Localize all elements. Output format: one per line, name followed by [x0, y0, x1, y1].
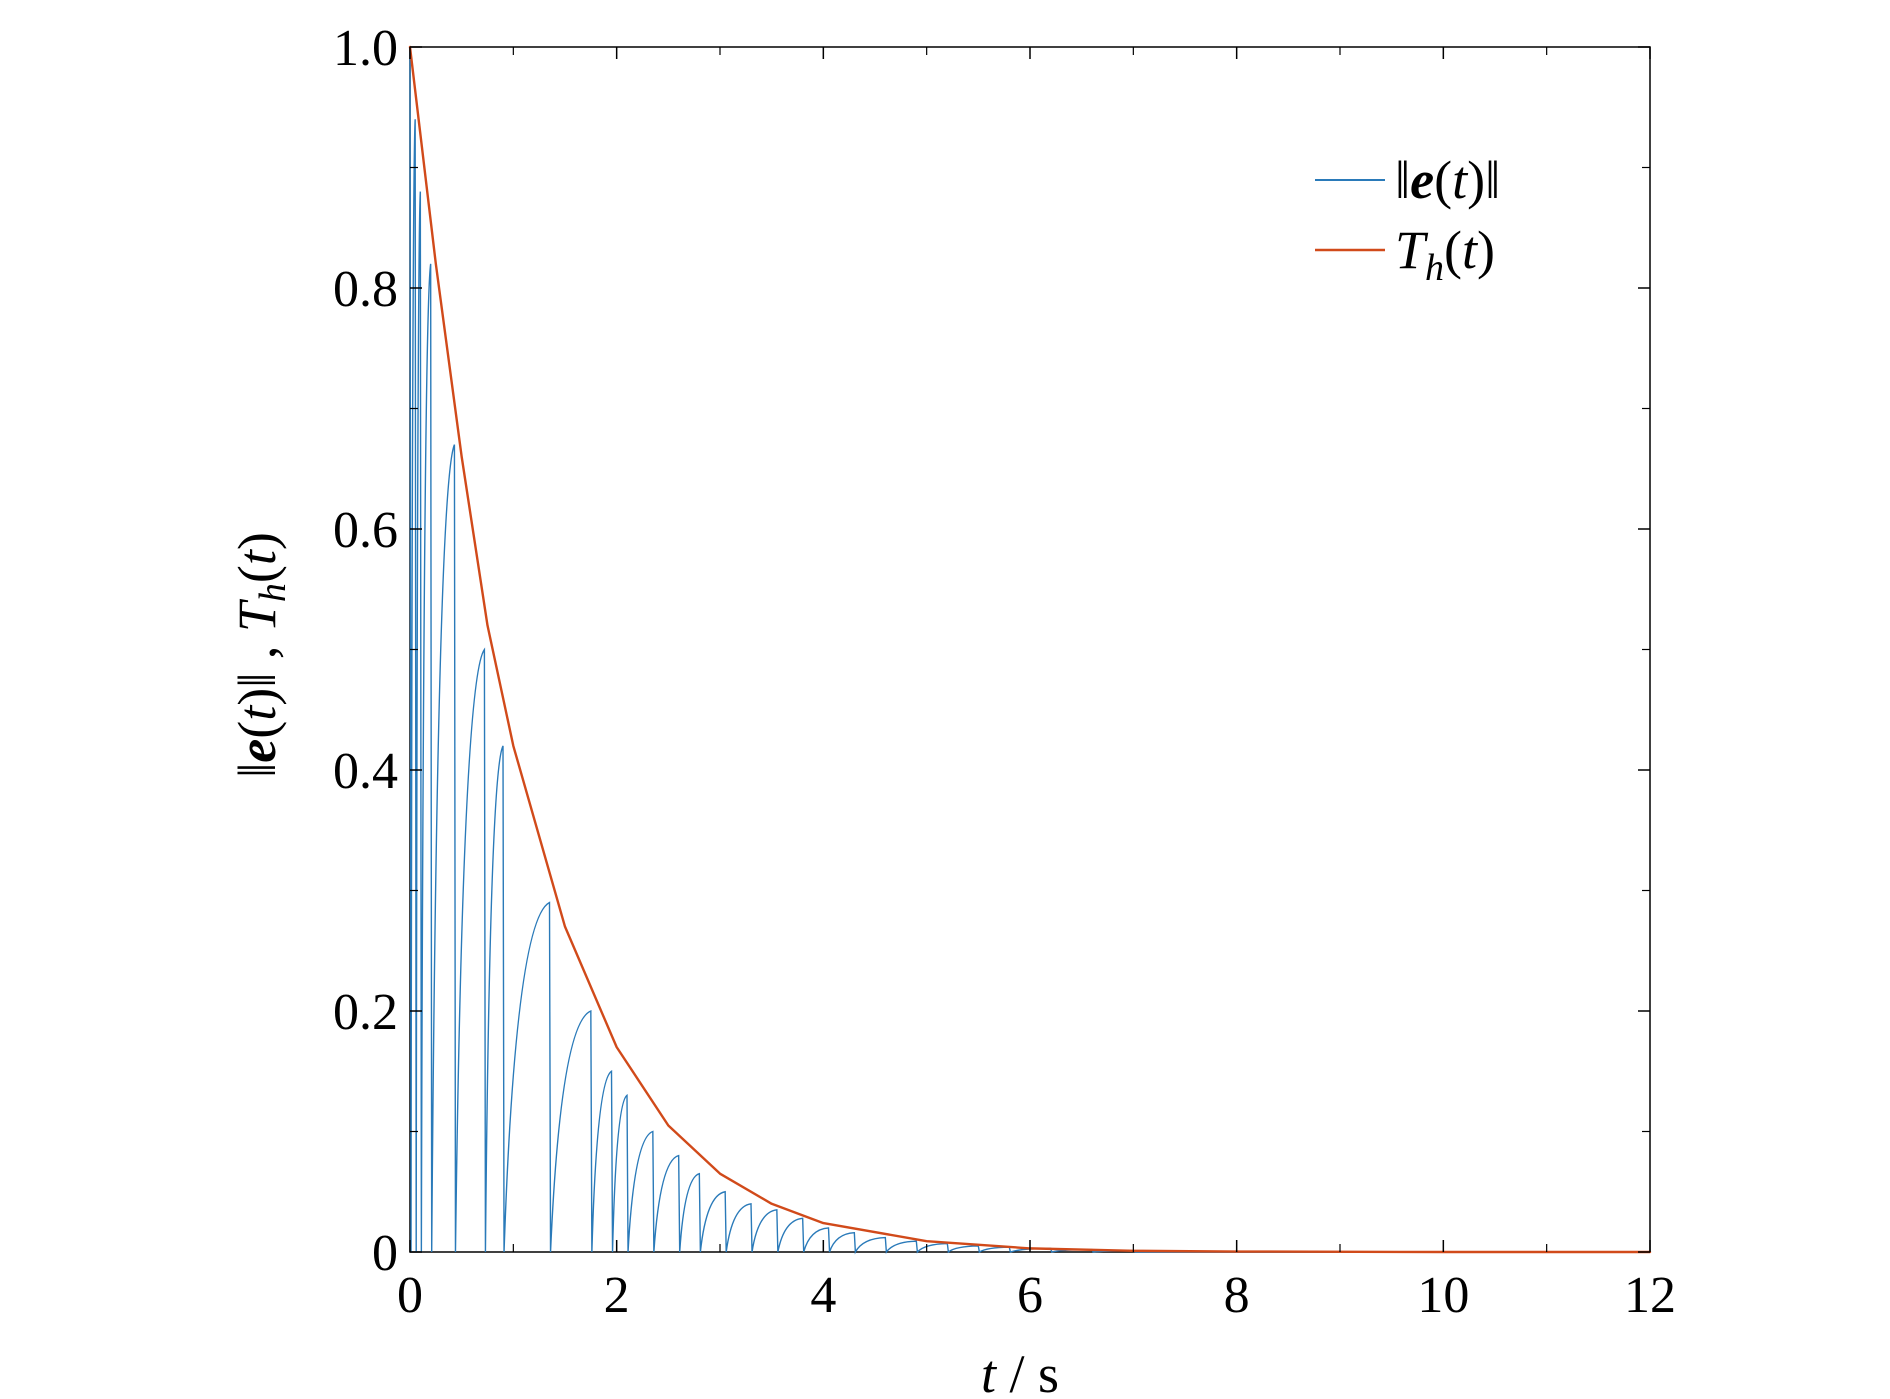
- y-tick-label: 1.0: [333, 20, 398, 77]
- y-axis-label: ‖e(t)‖ , Th(t): [227, 532, 294, 778]
- legend: ‖e(t)‖ Th(t): [1315, 150, 1500, 289]
- legend-label-norm: ‖e(t)‖: [1395, 150, 1500, 210]
- x-tick-label: 10: [1417, 1267, 1469, 1324]
- x-tick-label: 8: [1224, 1267, 1250, 1324]
- x-tick-label: 0: [397, 1267, 423, 1324]
- y-tick-label: 0.2: [333, 984, 398, 1041]
- curves: [408, 45, 1652, 1255]
- legend-label-threshold: Th(t): [1395, 220, 1495, 289]
- x-tick-label: 4: [810, 1267, 836, 1324]
- y-tick-label: 0.8: [333, 261, 398, 318]
- y-tick-label: 0: [372, 1225, 398, 1282]
- x-axis-label: t / s: [981, 1344, 1059, 1399]
- x-tick-label: 2: [604, 1267, 630, 1324]
- x-tick-label: 6: [1017, 1267, 1043, 1324]
- y-tick-label: 0.6: [333, 502, 398, 559]
- series-threshold-line: [408, 45, 1652, 1254]
- series-norm-line: [409, 46, 1650, 1255]
- x-tick-label: 12: [1624, 1267, 1676, 1324]
- axis-ticks: [409, 46, 1651, 1253]
- y-tick-label: 0.4: [333, 743, 398, 800]
- tick-labels: 0 2 4 6 8 10 12 0 0.2 0.4 0.6 0.8 1.0: [333, 20, 1676, 1324]
